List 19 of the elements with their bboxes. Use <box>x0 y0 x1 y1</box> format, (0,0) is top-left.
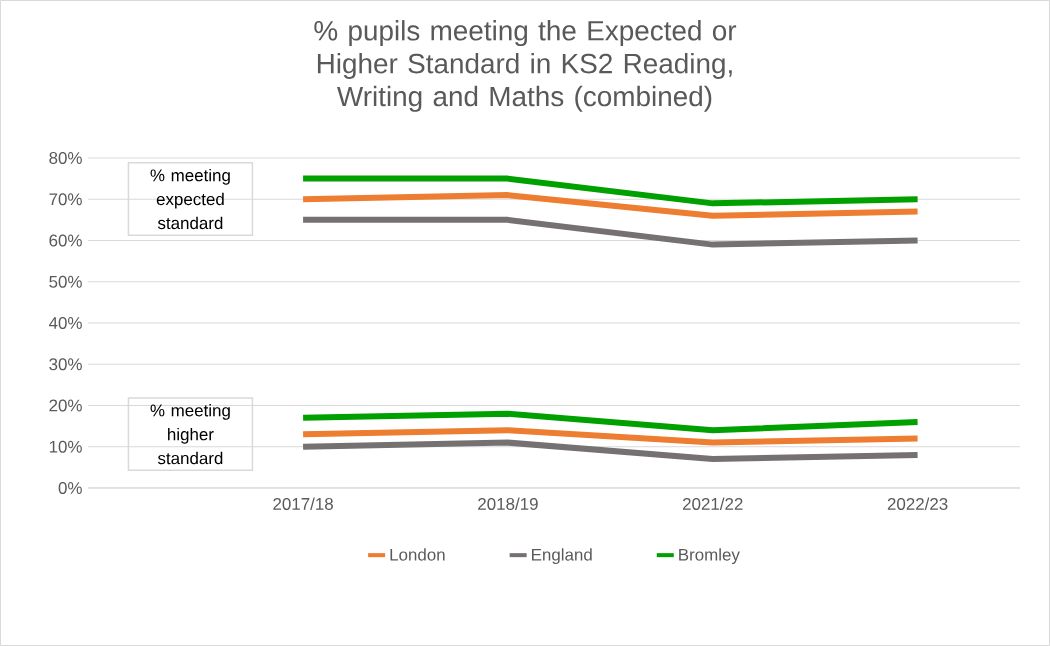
x-tick-label: 2017/18 <box>273 497 333 510</box>
annotation: % meeting higher standard <box>150 403 230 465</box>
y-tick-label: 30% <box>49 358 82 371</box>
y-tick-label: 20% <box>49 399 82 412</box>
legend-label: Bromley <box>679 548 740 565</box>
y-tick-label: 70% <box>49 193 82 206</box>
x-tick-label: 2018/19 <box>478 497 538 510</box>
y-tick-label: 60% <box>49 234 82 247</box>
legend-label: London <box>390 548 445 561</box>
y-tick-label: 0% <box>58 481 82 494</box>
y-tick-label: 50% <box>49 275 82 288</box>
y-tick-label: 40% <box>48 316 82 329</box>
chart-title: % pupils meeting the Expected or Higher Standard in KS2 Reading, Writing and Maths (combined) <box>314 20 737 112</box>
x-tick-label: 2021/22 <box>683 497 743 510</box>
legend-label: England <box>532 548 592 565</box>
y-tick-label: 80% <box>49 152 82 164</box>
y-tick-label: 10% <box>49 440 82 453</box>
x-tick-label: 2022/23 <box>887 497 948 510</box>
annotation: % meeting expected standard <box>150 168 230 230</box>
